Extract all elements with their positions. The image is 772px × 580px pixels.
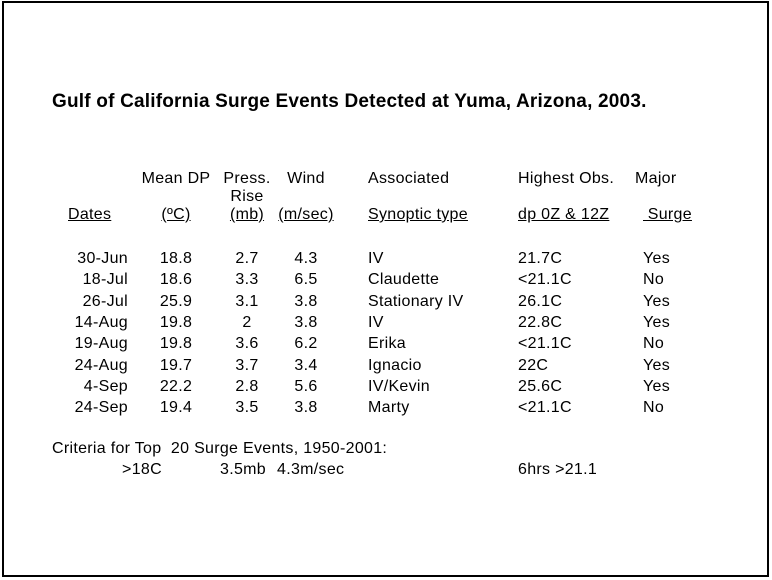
header-mb: (mb) bbox=[229, 206, 265, 223]
cell-date: 14-Aug bbox=[74, 314, 128, 331]
cell-highest: <21.1C bbox=[518, 399, 572, 416]
table-row: 24-Aug 19.7 3.7 3.4 Ignacio 22C Yes bbox=[0, 357, 772, 378]
cell-press: 3.3 bbox=[235, 271, 259, 288]
header-highest-obs: Highest Obs. bbox=[518, 170, 615, 187]
criteria-obs-value: 6hrs >21.1 bbox=[518, 461, 598, 478]
table-header-row-1: Mean DP Press. Wind Associated Highest O… bbox=[0, 170, 772, 191]
cell-surge: No bbox=[643, 271, 665, 288]
cell-surge: No bbox=[643, 335, 665, 352]
cell-press: 2.7 bbox=[235, 250, 259, 267]
cell-synoptic: IV bbox=[368, 250, 384, 267]
cell-surge: No bbox=[643, 399, 665, 416]
cell-wind: 3.4 bbox=[294, 357, 318, 374]
cell-mean-dp: 19.7 bbox=[159, 357, 193, 374]
cell-wind: 6.2 bbox=[294, 335, 318, 352]
table-header-row-3: Dates (ºC) (mb) (m/sec) Synoptic type dp… bbox=[0, 206, 772, 227]
criteria-text: Criteria for Top 20 Surge Events, 1950-2… bbox=[52, 440, 388, 457]
cell-synoptic: Marty bbox=[368, 399, 410, 416]
cell-wind: 3.8 bbox=[294, 293, 318, 310]
cell-date: 4-Sep bbox=[83, 378, 128, 395]
cell-synoptic: IV/Kevin bbox=[368, 378, 430, 395]
cell-press: 3.6 bbox=[235, 335, 259, 352]
header-mean-dp: Mean DP bbox=[141, 170, 211, 187]
cell-synoptic: Stationary IV bbox=[368, 293, 464, 310]
header-major: Major bbox=[635, 170, 677, 187]
cell-wind: 6.5 bbox=[294, 271, 318, 288]
cell-mean-dp: 22.2 bbox=[159, 378, 193, 395]
header-deg-c: (ºC) bbox=[161, 206, 191, 223]
table-header-row-2: Rise bbox=[0, 188, 772, 209]
cell-mean-dp: 19.8 bbox=[159, 335, 193, 352]
cell-press: 3.5 bbox=[235, 399, 259, 416]
cell-date: 26-Jul bbox=[82, 293, 128, 310]
cell-highest: 26.1C bbox=[518, 293, 563, 310]
cell-press: 2 bbox=[242, 314, 252, 331]
cell-surge: Yes bbox=[643, 357, 671, 374]
header-synoptic-type: Synoptic type bbox=[368, 206, 468, 223]
cell-synoptic: IV bbox=[368, 314, 384, 331]
table-row: 14-Aug 19.8 2 3.8 IV 22.8C Yes bbox=[0, 314, 772, 335]
cell-mean-dp: 19.8 bbox=[159, 314, 193, 331]
criteria-wind-value: 4.3m/sec bbox=[277, 461, 345, 478]
criteria-dp-value: >18C bbox=[122, 461, 162, 478]
cell-wind: 3.8 bbox=[294, 314, 318, 331]
cell-mean-dp: 19.4 bbox=[159, 399, 193, 416]
cell-press: 2.8 bbox=[235, 378, 259, 395]
table-row: 19-Aug 19.8 3.6 6.2 Erika <21.1C No bbox=[0, 335, 772, 356]
cell-synoptic: Claudette bbox=[368, 271, 440, 288]
cell-synoptic: Erika bbox=[368, 335, 406, 352]
cell-wind: 5.6 bbox=[294, 378, 318, 395]
cell-wind: 4.3 bbox=[294, 250, 318, 267]
header-dates: Dates bbox=[68, 206, 112, 223]
table-row: 18-Jul 18.6 3.3 6.5 Claudette <21.1C No bbox=[0, 271, 772, 292]
table-row: 24-Sep 19.4 3.5 3.8 Marty <21.1C No bbox=[0, 399, 772, 420]
cell-surge: Yes bbox=[643, 250, 671, 267]
cell-mean-dp: 25.9 bbox=[159, 293, 193, 310]
cell-highest: <21.1C bbox=[518, 335, 572, 352]
criteria-line-2: >18C 3.5mb 4.3m/sec 6hrs >21.1 bbox=[0, 461, 772, 482]
cell-date: 24-Sep bbox=[74, 399, 128, 416]
table-row: 26-Jul 25.9 3.1 3.8 Stationary IV 26.1C … bbox=[0, 293, 772, 314]
header-surge: Surge bbox=[643, 206, 692, 223]
cell-date: 24-Aug bbox=[74, 357, 128, 374]
header-dp-0z-12z: dp 0Z & 12Z bbox=[518, 206, 610, 223]
cell-highest: 22.8C bbox=[518, 314, 563, 331]
cell-highest: <21.1C bbox=[518, 271, 572, 288]
cell-date: 30-Jun bbox=[77, 250, 128, 267]
cell-date: 19-Aug bbox=[74, 335, 128, 352]
cell-synoptic: Ignacio bbox=[368, 357, 422, 374]
header-associated: Associated bbox=[368, 170, 450, 187]
cell-wind: 3.8 bbox=[294, 399, 318, 416]
table-row: 4-Sep 22.2 2.8 5.6 IV/Kevin 25.6C Yes bbox=[0, 378, 772, 399]
criteria-line-1: Criteria for Top 20 Surge Events, 1950-2… bbox=[0, 440, 772, 461]
cell-highest: 22C bbox=[518, 357, 549, 374]
cell-mean-dp: 18.8 bbox=[159, 250, 193, 267]
cell-surge: Yes bbox=[643, 378, 671, 395]
cell-surge: Yes bbox=[643, 293, 671, 310]
header-msec: (m/sec) bbox=[278, 206, 334, 223]
cell-highest: 25.6C bbox=[518, 378, 563, 395]
page-title: Gulf of California Surge Events Detected… bbox=[52, 91, 647, 112]
cell-highest: 21.7C bbox=[518, 250, 563, 267]
criteria-press-value: 3.5mb bbox=[220, 461, 266, 478]
cell-date: 18-Jul bbox=[82, 271, 128, 288]
header-wind: Wind bbox=[287, 170, 325, 187]
cell-surge: Yes bbox=[643, 314, 671, 331]
cell-press: 3.7 bbox=[235, 357, 259, 374]
table-row: 30-Jun 18.8 2.7 4.3 IV 21.7C Yes bbox=[0, 250, 772, 271]
cell-press: 3.1 bbox=[235, 293, 259, 310]
header-press: Press. bbox=[223, 170, 271, 187]
header-rise: Rise bbox=[230, 188, 264, 205]
cell-mean-dp: 18.6 bbox=[159, 271, 193, 288]
